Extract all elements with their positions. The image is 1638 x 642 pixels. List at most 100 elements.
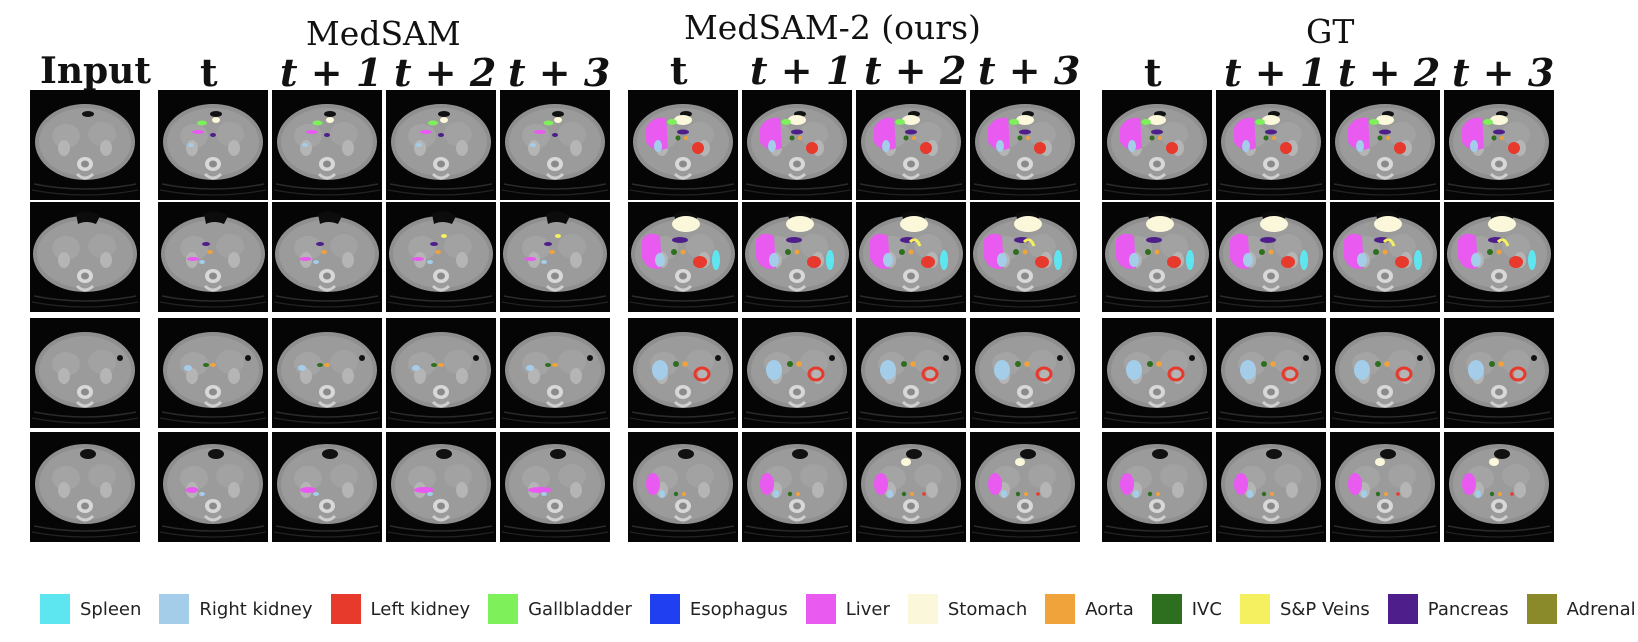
ct-slice-image: [386, 432, 496, 542]
legend-item-aorta: Aorta: [1045, 594, 1134, 624]
ct-slice-image: [30, 432, 140, 542]
ct-slice-image: [856, 202, 966, 312]
ct-slice-image: [856, 318, 966, 428]
ct-slice-image: [272, 90, 382, 200]
input-title: Input: [40, 50, 151, 92]
ct-slice-image: [970, 432, 1080, 542]
legend-label: Stomach: [947, 598, 1028, 620]
legend-item-esophagus: Esophagus: [649, 594, 788, 624]
ct-slice-image: [628, 202, 738, 312]
legend-swatch: [1387, 594, 1418, 624]
legend-item-gallbladder: Gallbladder: [488, 594, 632, 624]
legend-label: Liver: [845, 598, 890, 620]
legend-item-left-kidney: Left kidney: [330, 594, 471, 624]
legend-label: Adrenal gland: [1566, 598, 1638, 620]
ct-slice-image: [158, 90, 268, 200]
legend-swatch: [805, 594, 836, 624]
ct-slice-image: [30, 202, 140, 312]
time-label: t: [670, 48, 688, 93]
medsam-title: MedSAM: [306, 14, 461, 53]
ct-slice-image: [30, 90, 140, 200]
ct-slice-image: [628, 90, 738, 200]
time-label: t + 2: [394, 50, 497, 95]
ct-slice-image: [158, 432, 268, 542]
ct-slice-image: [500, 202, 610, 312]
legend-label: Left kidney: [370, 598, 471, 620]
ct-slice-image: [1330, 202, 1440, 312]
gt-title: GT: [1306, 12, 1355, 51]
legend-swatch: [1045, 594, 1076, 624]
ct-slice-image: [386, 90, 496, 200]
medsam2-title: MedSAM-2 (ours): [684, 8, 981, 47]
time-label: t: [1144, 50, 1162, 95]
legend-label: Gallbladder: [528, 598, 632, 620]
ct-slice-image: [500, 318, 610, 428]
time-label: t + 3: [508, 50, 611, 95]
time-label: t + 1: [280, 50, 383, 95]
ct-slice-image: [628, 318, 738, 428]
time-label: t: [200, 50, 218, 95]
legend-label: Right kidney: [199, 598, 313, 620]
ct-slice-image: [970, 202, 1080, 312]
ct-slice-image: [386, 318, 496, 428]
ct-slice-image: [1102, 318, 1212, 428]
legend-swatch: [1239, 594, 1270, 624]
time-label: t + 2: [1338, 50, 1441, 95]
legend-label: Pancreas: [1427, 598, 1509, 620]
ct-slice-image: [1444, 202, 1554, 312]
ct-slice-image: [970, 318, 1080, 428]
ct-slice-image: [158, 202, 268, 312]
time-label: t + 1: [1224, 50, 1327, 95]
legend-swatch: [159, 594, 190, 624]
legend-swatch: [1526, 594, 1557, 624]
legend-label: Spleen: [80, 598, 142, 620]
legend-label: Esophagus: [689, 598, 788, 620]
legend-swatch: [330, 594, 361, 624]
ct-slice-image: [742, 432, 852, 542]
legend-swatch: [907, 594, 938, 624]
ct-slice-image: [500, 432, 610, 542]
time-label: t + 3: [1452, 50, 1555, 95]
ct-slice-image: [1216, 432, 1326, 542]
ct-slice-image: [742, 90, 852, 200]
ct-slice-image: [1330, 90, 1440, 200]
time-label: t + 1: [750, 48, 853, 93]
time-label: t + 2: [864, 48, 967, 93]
ct-slice-image: [1330, 318, 1440, 428]
legend-label: IVC: [1191, 598, 1222, 620]
legend-swatch: [1151, 594, 1182, 624]
ct-slice-image: [30, 318, 140, 428]
legend-item-right-kidney: Right kidney: [159, 594, 313, 624]
legend-item-stomach: Stomach: [907, 594, 1028, 624]
ct-slice-image: [500, 90, 610, 200]
ct-slice-image: [970, 90, 1080, 200]
legend-swatch: [649, 594, 680, 624]
legend-swatch: [488, 594, 519, 624]
legend-label: S&P Veins: [1279, 598, 1370, 620]
ct-slice-image: [1102, 432, 1212, 542]
ct-slice-image: [1444, 432, 1554, 542]
ct-slice-image: [742, 318, 852, 428]
ct-slice-image: [272, 318, 382, 428]
time-label: t + 3: [978, 48, 1081, 93]
ct-slice-image: [386, 202, 496, 312]
ct-slice-image: [742, 202, 852, 312]
legend-item-adrenal-gland: Adrenal gland: [1526, 594, 1638, 624]
ct-slice-image: [1444, 318, 1554, 428]
legend-item-sp-veins: S&P Veins: [1239, 594, 1370, 624]
ct-slice-image: [628, 432, 738, 542]
ct-slice-image: [158, 318, 268, 428]
legend: Spleen Right kidney Left kidney Gallblad…: [40, 594, 1638, 624]
ct-slice-image: [1330, 432, 1440, 542]
ct-slice-image: [1216, 318, 1326, 428]
legend-item-ivc: IVC: [1151, 594, 1222, 624]
legend-item-pancreas: Pancreas: [1387, 594, 1509, 624]
ct-slice-image: [1102, 90, 1212, 200]
legend-item-liver: Liver: [805, 594, 890, 624]
ct-slice-image: [272, 432, 382, 542]
ct-slice-image: [856, 432, 966, 542]
legend-item-spleen: Spleen: [40, 594, 141, 624]
ct-slice-image: [1102, 202, 1212, 312]
ct-slice-image: [856, 90, 966, 200]
ct-slice-image: [1216, 202, 1326, 312]
